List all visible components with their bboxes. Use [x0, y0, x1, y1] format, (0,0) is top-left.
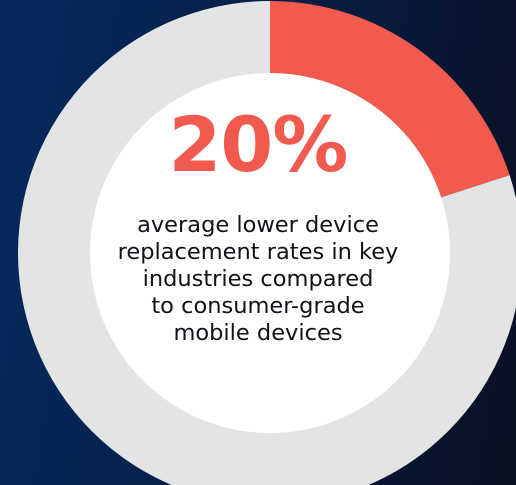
caption-line: industries compared [142, 266, 374, 292]
caption-line: replacement rates in key [117, 239, 399, 265]
caption-line: mobile devices [173, 320, 343, 346]
stat-caption: average lower device replacement rates i… [0, 212, 516, 347]
caption-line: to consumer-grade [151, 293, 365, 319]
donut-center [90, 73, 450, 433]
caption-line: average lower device [137, 212, 379, 238]
stat-block: 20% average lower device replacement rat… [0, 100, 516, 347]
stat-value: 20% [168, 100, 349, 189]
